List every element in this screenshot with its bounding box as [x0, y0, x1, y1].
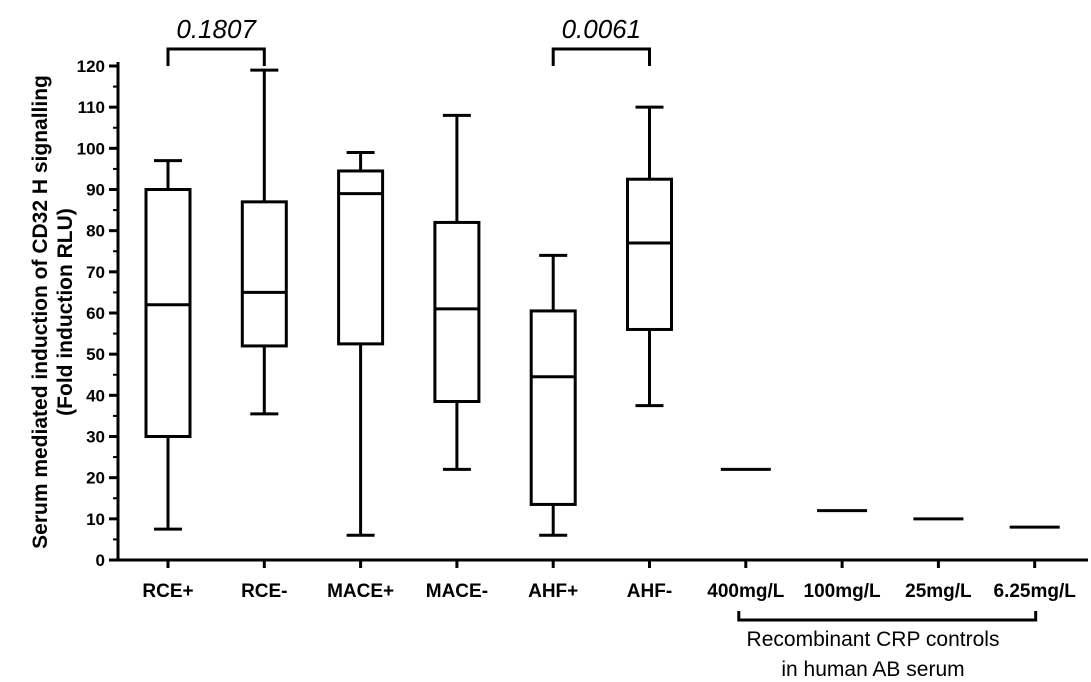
- control-group-label-line2: in human AB serum: [781, 658, 964, 681]
- control-markers: [720, 467, 1060, 529]
- iqr-box: [144, 188, 192, 438]
- x-tick-label: 25mg/L: [905, 581, 972, 602]
- iqr-box: [529, 309, 577, 506]
- y-tick-label: 90: [86, 181, 105, 200]
- y-tick-label: 20: [86, 469, 105, 488]
- y-ticks: 0 10 20 30 40 50 60 70 80 90 100 110 120: [77, 57, 118, 570]
- p-value-label: 0.0061: [562, 14, 642, 44]
- iqr-box: [626, 177, 673, 331]
- box-rce-: [144, 159, 192, 531]
- y-tick-label: 0: [96, 551, 105, 570]
- axes: [116, 62, 1088, 562]
- y-tick-label: 30: [86, 428, 105, 447]
- y-tick-label: 70: [86, 263, 105, 282]
- iqr-box: [433, 220, 481, 404]
- x-tick-label: MACE+: [327, 581, 394, 602]
- y-axis-title-line2: (Fold induction RLU): [54, 208, 77, 416]
- comparison-bracket: [551, 47, 651, 66]
- y-axis-title-line1: Serum mediated induction of CD32 H signa…: [29, 75, 52, 549]
- comparison-brackets: 0.1807 0.0061: [166, 14, 651, 66]
- x-tick-labels: RCE+ RCE- MACE+ MACE- AHF+ AHF- 400mg/L 100mg/L…: [142, 560, 1076, 602]
- comparison-bracket: [166, 47, 266, 66]
- y-tick-label: 80: [86, 222, 105, 241]
- x-tick-label: 100mg/L: [804, 581, 881, 602]
- y-tick-label: 40: [86, 386, 105, 405]
- y-tick-label: 10: [86, 510, 105, 529]
- y-tick-label: 50: [86, 345, 105, 364]
- p-value-label: 0.1807: [176, 14, 257, 44]
- x-tick-label: 6.25mg/L: [994, 581, 1077, 602]
- x-tick-label: 400mg/L: [707, 581, 784, 602]
- x-tick-label: AHF-: [627, 581, 672, 602]
- iqr-box: [337, 169, 385, 346]
- boxes: [144, 68, 673, 537]
- box-rce-: [240, 68, 288, 416]
- iqr-box: [240, 200, 288, 348]
- x-tick-label: RCE-: [241, 581, 287, 602]
- control-group-label-line1: Recombinant CRP controls: [747, 628, 1000, 651]
- box-ahf-: [626, 105, 673, 408]
- control-group-annotation: Recombinant CRP controls in human AB ser…: [737, 611, 1038, 681]
- box-ahf-: [529, 253, 577, 537]
- y-axis-title: Serum mediated induction of CD32 H signa…: [29, 75, 77, 549]
- x-tick-label: RCE+: [142, 581, 193, 602]
- y-tick-label: 110: [78, 98, 105, 117]
- box-mace-: [433, 113, 481, 471]
- y-tick-label: 120: [77, 57, 105, 76]
- y-tick-label: 60: [86, 304, 105, 323]
- y-tick-label: 100: [77, 139, 105, 158]
- x-tick-label: MACE-: [426, 581, 488, 602]
- x-tick-label: AHF+: [528, 581, 578, 602]
- box-mace-: [337, 150, 385, 537]
